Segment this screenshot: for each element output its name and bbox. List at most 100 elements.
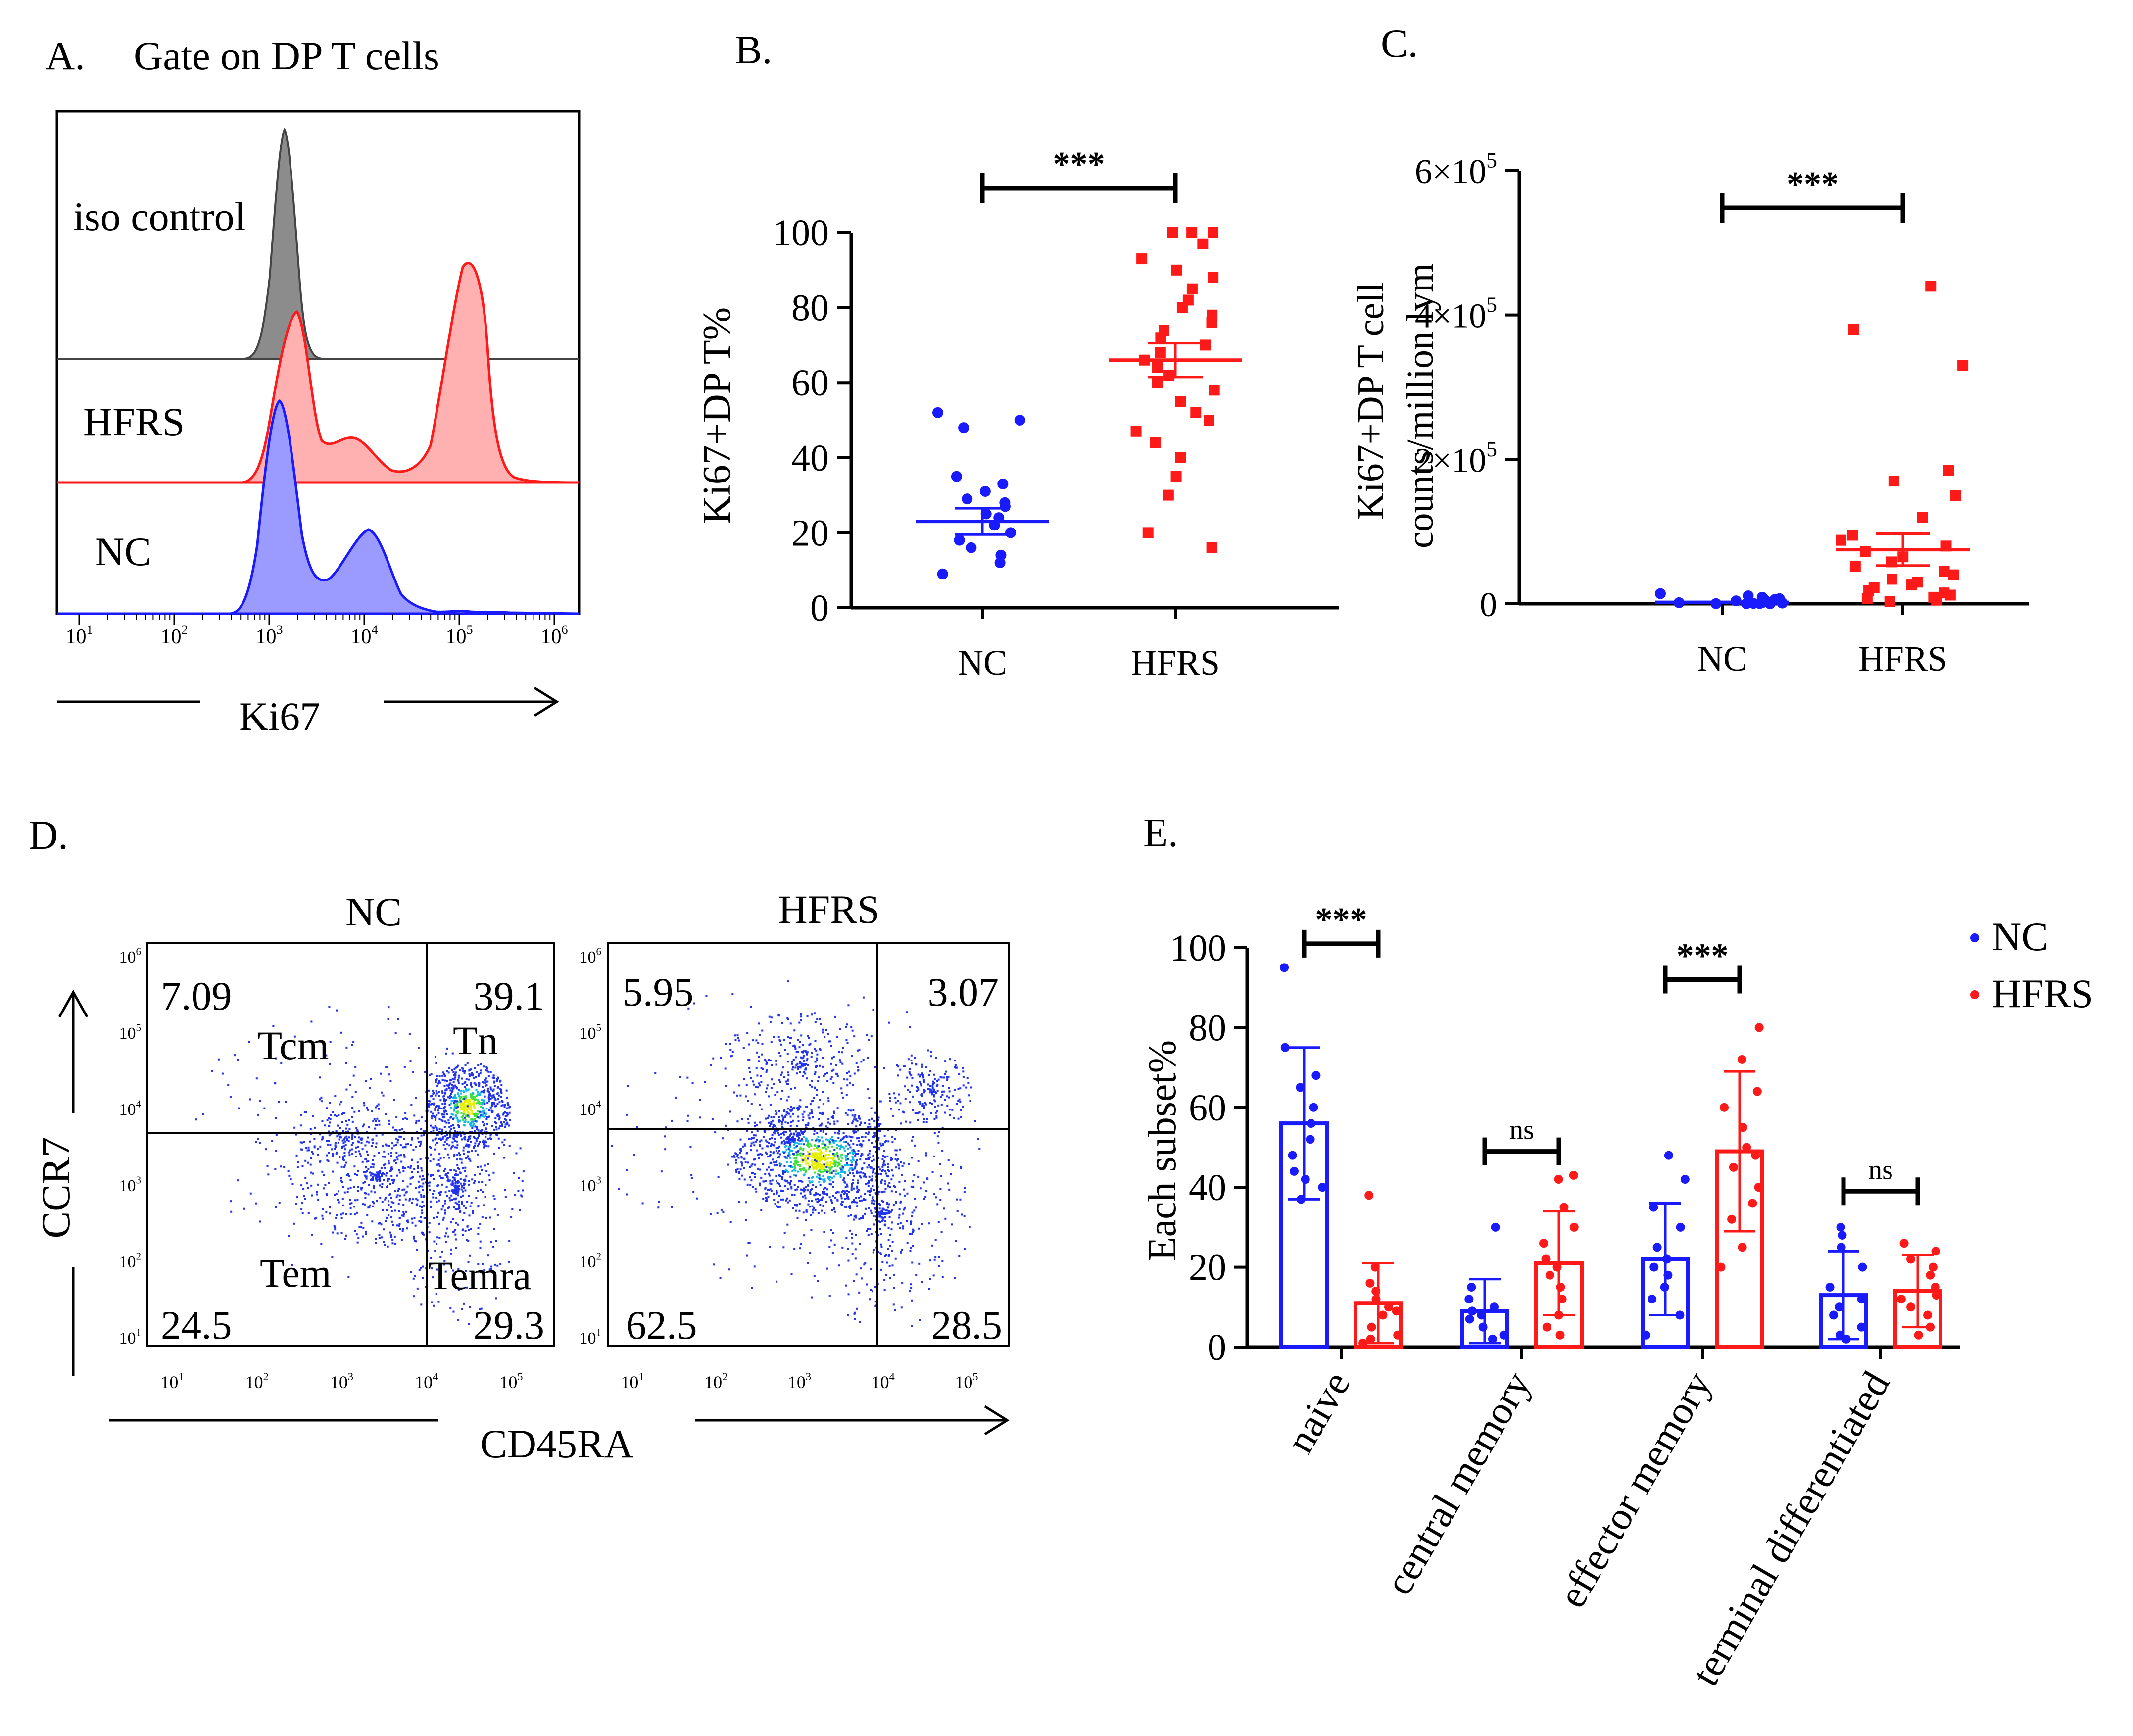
flow-hfrs-event-dot bbox=[641, 1202, 644, 1205]
flow-nc-event-dot bbox=[508, 1145, 511, 1147]
flow-hfrs-event-dot bbox=[903, 1208, 905, 1211]
flow-nc-event-dot bbox=[335, 1153, 338, 1155]
flow-hfrs-event-dot bbox=[776, 1130, 778, 1132]
panel-c-point-hfrs bbox=[1939, 566, 1950, 577]
flow-hfrs-event-dot bbox=[894, 1149, 897, 1152]
flow-hfrs-event-dot bbox=[818, 1169, 821, 1172]
flow-nc-event-dot bbox=[505, 1119, 507, 1121]
flow-nc-event-dot bbox=[400, 1154, 402, 1157]
flow-hfrs-event-dot bbox=[859, 1123, 861, 1126]
flow-nc-event-dot bbox=[454, 1233, 457, 1236]
panel-b-point-hfrs bbox=[1175, 452, 1186, 463]
flow-nc-event-dot bbox=[491, 1105, 493, 1107]
flow-hfrs-event-dot bbox=[786, 1188, 789, 1190]
flow-hfrs-event-dot bbox=[798, 1180, 801, 1182]
flow-nc-event-dot bbox=[336, 1213, 338, 1216]
flow-hfrs-event-dot bbox=[791, 1107, 794, 1109]
flow-nc-event-dot bbox=[326, 1154, 328, 1157]
flow-nc-event-dot bbox=[476, 1128, 479, 1130]
flow-nc-event-dot bbox=[353, 1110, 356, 1113]
flow-hfrs-event-dot bbox=[877, 1234, 879, 1237]
flow-nc-event-dot bbox=[387, 1185, 389, 1187]
panel-b-x-tick-label: NC bbox=[958, 643, 1007, 682]
flow-hfrs-event-dot bbox=[909, 1068, 911, 1070]
flow-nc-event-dot bbox=[313, 1145, 316, 1148]
flow-hfrs-event-dot bbox=[802, 1153, 805, 1155]
flow-hfrs-event-dot bbox=[878, 1147, 880, 1149]
flow-hfrs-event-dot bbox=[734, 1034, 736, 1037]
flow-hfrs-event-dot bbox=[747, 1100, 749, 1102]
flow-hfrs-event-dot bbox=[896, 1159, 898, 1162]
flow-nc-event-dot bbox=[460, 1111, 463, 1114]
flow-nc-event-dot bbox=[420, 1196, 423, 1198]
flow-hfrs-event-dot bbox=[858, 1115, 860, 1118]
flow-nc-event-dot bbox=[446, 1113, 448, 1115]
flow-hfrs-event-dot bbox=[880, 1210, 882, 1213]
flow-hfrs-event-dot bbox=[894, 1309, 896, 1311]
flow-nc-event-dot bbox=[378, 1152, 380, 1154]
flow-hfrs-event-dot bbox=[828, 1246, 831, 1248]
flow-hfrs-event-dot bbox=[910, 1287, 913, 1289]
flow-hfrs-event-dot bbox=[826, 1267, 828, 1270]
flow-hfrs-event-dot bbox=[877, 1173, 880, 1175]
flow-hfrs-event-dot bbox=[806, 1058, 809, 1060]
flow-nc-event-dot bbox=[443, 1260, 446, 1262]
flow-hfrs-event-dot bbox=[759, 1121, 762, 1124]
flow-hfrs-event-dot bbox=[794, 1169, 797, 1172]
flow-nc-event-dot bbox=[470, 1120, 473, 1123]
flow-hfrs-event-dot bbox=[751, 1163, 754, 1165]
flow-hfrs-event-dot bbox=[816, 1159, 819, 1161]
flow-hfrs-event-dot bbox=[765, 1151, 767, 1154]
flow-hfrs-event-dot bbox=[898, 1164, 900, 1167]
flow-hfrs-event-dot bbox=[873, 1189, 875, 1191]
panel-e-point-nc bbox=[1296, 1083, 1305, 1092]
flow-nc-x-tick-label: 101 bbox=[160, 1370, 184, 1392]
flow-hfrs-event-dot bbox=[794, 1140, 796, 1143]
flow-hfrs-event-dot bbox=[838, 1059, 841, 1061]
flow-hfrs-event-dot bbox=[829, 1138, 832, 1140]
flow-hfrs-event-dot bbox=[783, 1179, 786, 1182]
flow-nc-event-dot bbox=[351, 1107, 354, 1109]
flow-nc-event-dot bbox=[322, 1137, 324, 1140]
flow-hfrs-event-dot bbox=[944, 1099, 946, 1101]
flow-nc-event-dot bbox=[307, 1146, 310, 1149]
flow-nc-event-dot bbox=[423, 1178, 426, 1180]
panel-c-point-nc bbox=[1655, 588, 1666, 599]
flow-nc-event-dot bbox=[453, 1078, 456, 1081]
flow-hfrs-event-dot bbox=[664, 1135, 666, 1138]
flow-nc-event-dot bbox=[454, 1198, 457, 1201]
flow-nc-event-dot bbox=[470, 1068, 473, 1071]
flow-hfrs-event-dot bbox=[789, 1146, 792, 1148]
flow-hfrs-event-dot bbox=[824, 1187, 826, 1189]
flow-nc-event-dot bbox=[379, 1170, 382, 1172]
flow-nc-event-dot bbox=[479, 1072, 482, 1074]
flow-nc-event-dot bbox=[272, 1025, 275, 1027]
flow-hfrs-event-dot bbox=[939, 1076, 942, 1078]
flow-nc-event-dot bbox=[345, 1046, 348, 1049]
flow-hfrs-event-dot bbox=[781, 1022, 783, 1024]
flow-hfrs-event-dot bbox=[806, 1053, 808, 1056]
flow-nc-event-dot bbox=[388, 1162, 390, 1165]
flow-hfrs-event-dot bbox=[802, 1161, 804, 1163]
flow-hfrs-event-dot bbox=[798, 1148, 801, 1151]
flow-nc-event-dot bbox=[444, 1174, 447, 1176]
flow-hfrs-event-dot bbox=[850, 1026, 853, 1028]
flow-nc-event-dot bbox=[394, 1129, 396, 1131]
flow-hfrs-event-dot bbox=[824, 1146, 826, 1149]
flow-hfrs-event-dot bbox=[843, 1177, 845, 1180]
flow-nc-event-dot bbox=[464, 1086, 467, 1088]
flow-hfrs-event-dot bbox=[811, 1154, 814, 1157]
flow-nc-event-dot bbox=[382, 1172, 384, 1174]
flow-nc-event-dot bbox=[484, 1164, 486, 1167]
flow-hfrs-event-dot bbox=[816, 1147, 818, 1149]
flow-hfrs-event-dot bbox=[826, 1193, 828, 1195]
flow-nc-event-dot bbox=[452, 1135, 455, 1137]
flow-nc-event-dot bbox=[455, 1222, 457, 1224]
flow-hfrs-event-dot bbox=[821, 1112, 823, 1115]
flow-hfrs-event-dot bbox=[768, 1142, 770, 1144]
track-label-iso: iso control bbox=[73, 194, 245, 239]
flow-nc-event-dot bbox=[455, 1186, 457, 1189]
flow-hfrs-event-dot bbox=[787, 1154, 789, 1157]
flow-nc-event-dot bbox=[480, 1307, 483, 1310]
flow-nc-event-dot bbox=[412, 1149, 415, 1151]
